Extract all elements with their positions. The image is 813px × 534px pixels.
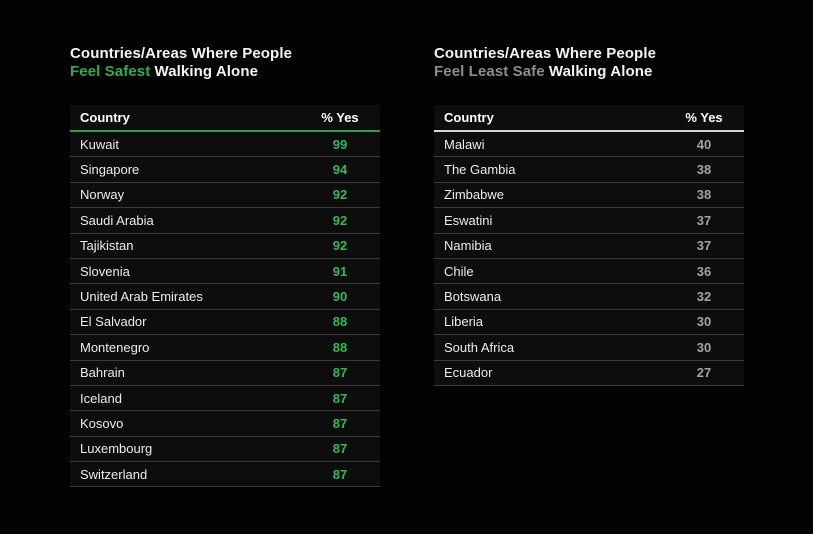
table-row: Bahrain 87 [70,361,380,386]
percent-yes-cell: 32 [696,289,712,305]
table-row: Norway 92 [70,183,380,209]
table-body: Kuwait 99 Singapore 94 Norway 92 Saudi Arabia 9… [70,132,380,488]
percent-yes-cell: 90 [332,289,348,305]
country-cell: Luxembourg [80,441,153,457]
title-suffix: Walking Alone [548,63,653,80]
percent-yes-cell: 36 [696,263,712,279]
country-cell: Liberia [444,314,484,330]
country-cell: The Gambia [444,162,516,178]
table-row: El Salvador 88 [70,310,380,336]
title-highlight: Feel Least Safe [434,63,545,80]
title-highlight: Feel Safest [70,63,151,80]
country-cell: Tajikistan [80,238,134,254]
country-cell: Switzerland [80,466,148,482]
table-row: Switzerland 87 [70,462,380,488]
table-row: Montenegro 88 [70,335,380,361]
country-cell: El Salvador [80,314,147,330]
percent-yes-cell: 99 [332,136,348,152]
country-cell: Chile [444,263,474,279]
country-cell: Ecuador [444,365,493,381]
table-row: South Africa 30 [434,335,744,361]
country-cell: Saudi Arabia [80,212,154,228]
table-row: Kosovo 87 [70,411,380,437]
table-row: Eswatini 37 [434,208,744,234]
table-row: Saudi Arabia 92 [70,208,380,234]
country-cell: Malawi [444,136,485,152]
table-row: Chile 36 [434,259,744,285]
panel-feel-safest: Countries/Areas Where People Feel Safest… [70,45,380,534]
table-row: Luxembourg 87 [70,437,380,463]
table-row: Namibia 37 [434,234,744,259]
title-suffix: Walking Alone [154,63,259,80]
country-cell: Eswatini [444,212,493,228]
column-header-country: Country [444,110,494,125]
country-cell: Montenegro [80,339,150,355]
country-cell: Singapore [80,162,140,178]
title-line1: Countries/Areas Where People [70,45,293,62]
country-cell: Botswana [444,289,502,305]
country-cell: Iceland [80,390,122,406]
country-cell: South Africa [444,339,515,355]
table-row: Ecuador 27 [434,361,744,386]
table-row: Tajikistan 92 [70,234,380,259]
percent-yes-cell: 87 [332,415,348,431]
table-row: Zimbabwe 38 [434,183,744,209]
least-safe-table: Country % Yes Malawi 40 The Gambia 38 Zimbab… [434,105,744,386]
country-cell: Kosovo [80,415,124,431]
country-cell: Bahrain [80,365,125,381]
column-header-percent-yes: % Yes [321,110,359,125]
percent-yes-cell: 38 [696,162,712,178]
percent-yes-cell: 91 [332,263,348,279]
table-row: The Gambia 38 [434,157,744,183]
table-row: Singapore 94 [70,157,380,183]
percent-yes-cell: 38 [696,187,712,203]
safest-table: Country % Yes Kuwait 99 Singapore 94 Norway 9… [70,105,380,488]
table-row: Iceland 87 [70,386,380,412]
percent-yes-cell: 92 [332,212,348,228]
percent-yes-cell: 88 [332,339,348,355]
percent-yes-cell: 30 [696,314,712,330]
percent-yes-cell: 87 [332,365,348,381]
table-row: Liberia 30 [434,310,744,336]
percent-yes-cell: 40 [696,136,712,152]
percent-yes-cell: 37 [696,238,712,254]
table-row: Kuwait 99 [70,132,380,158]
percent-yes-cell: 27 [696,365,712,381]
country-cell: Kuwait [80,136,120,152]
table-row: Slovenia 91 [70,259,380,285]
percent-yes-cell: 30 [696,339,712,355]
country-cell: Norway [80,187,125,203]
percent-yes-cell: 87 [332,466,348,482]
panel-title-least-safe: Countries/Areas Where People Feel Least … [434,45,744,81]
percent-yes-cell: 88 [332,314,348,330]
country-cell: Zimbabwe [444,187,504,203]
panel-feel-least-safe: Countries/Areas Where People Feel Least … [434,45,744,534]
percent-yes-cell: 92 [332,238,348,254]
panel-title-safest: Countries/Areas Where People Feel Safest… [70,45,380,81]
column-header-country: Country [80,110,130,125]
table-body: Malawi 40 The Gambia 38 Zimbabwe 38 Eswatini 37… [434,132,744,386]
country-cell: Slovenia [80,263,130,279]
title-line1: Countries/Areas Where People [434,45,657,62]
table-row: Botswana 32 [434,284,744,310]
percent-yes-cell: 37 [696,212,712,228]
table-header-row: Country % Yes [434,105,744,132]
percent-yes-cell: 87 [332,390,348,406]
column-header-percent-yes: % Yes [685,110,723,125]
table-header-row: Country % Yes [70,105,380,132]
percent-yes-cell: 87 [332,441,348,457]
table-row: United Arab Emirates 90 [70,284,380,310]
country-cell: Namibia [444,238,492,254]
country-cell: United Arab Emirates [80,289,203,305]
table-row: Malawi 40 [434,132,744,158]
percent-yes-cell: 94 [332,162,348,178]
percent-yes-cell: 92 [332,187,348,203]
